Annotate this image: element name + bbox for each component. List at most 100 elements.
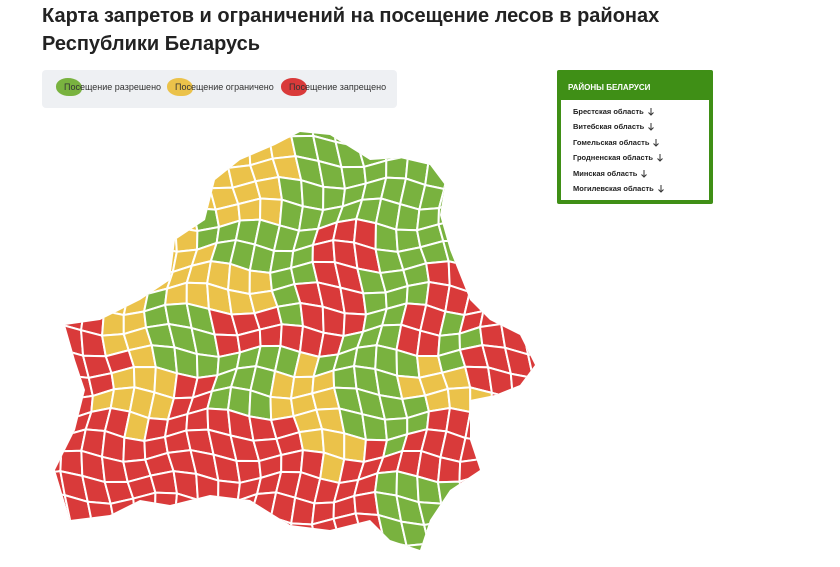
- district[interactable]: [488, 270, 514, 295]
- district[interactable]: [448, 138, 472, 169]
- district[interactable]: [521, 428, 544, 457]
- district[interactable]: [189, 114, 218, 139]
- district[interactable]: [88, 133, 115, 167]
- district[interactable]: [382, 539, 409, 566]
- district[interactable]: [483, 417, 511, 443]
- district[interactable]: [500, 200, 531, 233]
- district[interactable]: [417, 501, 449, 527]
- district[interactable]: [461, 558, 486, 567]
- district[interactable]: [352, 343, 378, 371]
- district[interactable]: [468, 264, 494, 295]
- district[interactable]: [459, 218, 491, 249]
- district[interactable]: [227, 142, 252, 170]
- district[interactable]: [82, 157, 110, 191]
- district[interactable]: [420, 115, 451, 142]
- region-item[interactable]: Витебская область: [573, 122, 655, 131]
- district[interactable]: [205, 135, 231, 170]
- district[interactable]: [252, 562, 280, 567]
- district[interactable]: [458, 458, 483, 483]
- district[interactable]: [142, 176, 171, 203]
- district[interactable]: [69, 133, 95, 160]
- district[interactable]: [405, 542, 430, 566]
- district[interactable]: [508, 492, 535, 527]
- district[interactable]: [39, 449, 63, 475]
- district[interactable]: [545, 335, 574, 357]
- district[interactable]: [102, 555, 125, 567]
- region-item[interactable]: Могилевская область: [573, 184, 664, 193]
- district[interactable]: [47, 284, 73, 311]
- district[interactable]: [532, 373, 555, 399]
- district[interactable]: [59, 176, 85, 211]
- district[interactable]: [44, 247, 73, 274]
- district[interactable]: [104, 532, 133, 557]
- district[interactable]: [148, 512, 176, 546]
- district[interactable]: [481, 219, 513, 254]
- district[interactable]: [481, 286, 510, 313]
- district[interactable]: [69, 519, 94, 547]
- district[interactable]: [543, 284, 566, 315]
- district[interactable]: [154, 491, 179, 521]
- district[interactable]: [506, 263, 535, 290]
- district[interactable]: [48, 417, 73, 442]
- district[interactable]: [359, 533, 389, 566]
- district[interactable]: [531, 241, 555, 267]
- district[interactable]: [464, 410, 492, 443]
- district[interactable]: [510, 248, 535, 274]
- district[interactable]: [167, 517, 196, 547]
- district[interactable]: [336, 533, 367, 560]
- district[interactable]: [39, 323, 62, 351]
- district[interactable]: [123, 557, 145, 567]
- district[interactable]: [164, 133, 193, 159]
- district[interactable]: [484, 537, 512, 567]
- district[interactable]: [488, 124, 514, 148]
- district[interactable]: [298, 558, 324, 567]
- district[interactable]: [59, 202, 86, 232]
- district[interactable]: [461, 161, 490, 188]
- district[interactable]: [185, 155, 211, 190]
- district[interactable]: [126, 144, 155, 170]
- district[interactable]: [105, 218, 136, 243]
- district[interactable]: [101, 184, 126, 210]
- district[interactable]: [478, 435, 505, 461]
- district[interactable]: [149, 469, 179, 495]
- district[interactable]: [437, 218, 468, 243]
- district[interactable]: [425, 133, 451, 168]
- district[interactable]: [50, 136, 73, 163]
- district[interactable]: [101, 309, 125, 337]
- district[interactable]: [458, 436, 486, 464]
- district[interactable]: [90, 520, 116, 546]
- district[interactable]: [552, 240, 575, 264]
- district[interactable]: [143, 536, 171, 567]
- district[interactable]: [457, 177, 484, 203]
- district[interactable]: [403, 560, 427, 567]
- district[interactable]: [502, 412, 531, 439]
- district[interactable]: [110, 513, 137, 539]
- district[interactable]: [111, 239, 136, 268]
- district[interactable]: [122, 436, 147, 463]
- district[interactable]: [544, 534, 568, 556]
- district[interactable]: [82, 555, 106, 567]
- district[interactable]: [276, 301, 305, 328]
- district[interactable]: [550, 481, 576, 504]
- district[interactable]: [85, 535, 114, 560]
- district[interactable]: [500, 155, 528, 185]
- district[interactable]: [269, 541, 300, 567]
- district[interactable]: [247, 511, 272, 545]
- district[interactable]: [217, 479, 242, 506]
- district[interactable]: [511, 117, 535, 142]
- district[interactable]: [442, 164, 471, 191]
- district[interactable]: [163, 543, 190, 567]
- district[interactable]: [521, 406, 547, 432]
- district[interactable]: [486, 138, 514, 165]
- district[interactable]: [464, 239, 494, 274]
- district[interactable]: [525, 134, 551, 165]
- district[interactable]: [291, 540, 323, 565]
- district[interactable]: [123, 196, 155, 223]
- district[interactable]: [186, 522, 215, 547]
- district[interactable]: [499, 428, 525, 454]
- district[interactable]: [422, 519, 452, 545]
- district[interactable]: [79, 207, 109, 232]
- district[interactable]: [526, 259, 552, 285]
- district[interactable]: [226, 511, 253, 538]
- district[interactable]: [546, 261, 571, 290]
